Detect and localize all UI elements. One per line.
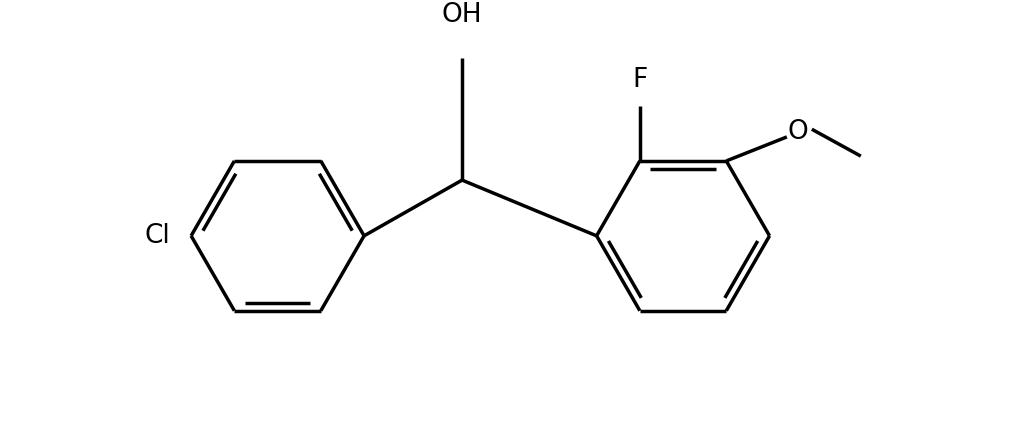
Text: OH: OH [442, 2, 482, 28]
Text: F: F [632, 67, 647, 93]
Text: Cl: Cl [145, 223, 170, 249]
Text: O: O [788, 119, 808, 145]
